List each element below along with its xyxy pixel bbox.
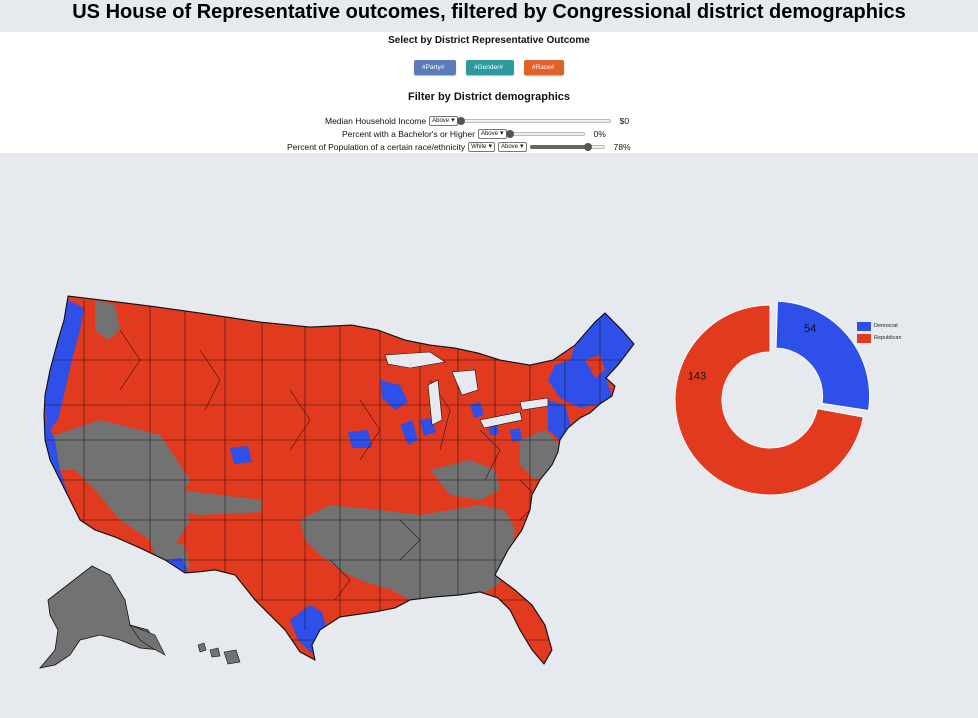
conus-border-line — [43, 295, 635, 665]
dem-wisconsin — [400, 420, 418, 445]
legend-label-democrat: Democrat — [874, 323, 898, 329]
controls-panel: Select by District Representative Outcom… — [0, 32, 978, 153]
contiguous-us — [44, 296, 634, 664]
education-label: Percent with a Bachelor's or Higher — [342, 129, 475, 139]
alaska-panhandle — [129, 624, 166, 656]
income-value: $0 — [619, 116, 630, 126]
race-label: Percent of Population of a certain race/… — [287, 142, 466, 152]
legend-item-democrat: Democrat — [857, 320, 902, 332]
race-value: 78% — [613, 142, 631, 152]
slider-thumb[interactable] — [456, 117, 465, 125]
education-comparator-value: Above — [480, 131, 498, 137]
outcome-button-row: #Party# #Gender# #Race# — [0, 60, 978, 75]
income-label: Median Household Income — [325, 116, 427, 126]
donut-label-republican: 143 — [688, 371, 706, 383]
income-comparator-value: Above — [432, 118, 450, 124]
income-slider[interactable] — [456, 117, 611, 125]
race-slider[interactable] — [529, 143, 605, 151]
dem-denver — [230, 446, 252, 464]
education-slider[interactable] — [505, 130, 585, 138]
gender-button[interactable]: #Gender# — [466, 60, 514, 75]
legend-swatch-democrat — [857, 321, 871, 331]
education-value: 0% — [593, 129, 606, 139]
filtered-southwest — [140, 485, 262, 515]
page-title: US House of Representative outcomes, fil… — [72, 1, 906, 23]
legend-item-republican: Republican — [857, 332, 902, 344]
slider-fill — [529, 145, 589, 149]
hawaii — [197, 642, 241, 665]
race-filter-row: Percent of Population of a certain race/… — [287, 142, 631, 152]
race-comparator-select[interactable]: Above ▾ — [498, 142, 527, 152]
dem-coastal-california — [44, 415, 80, 525]
education-filter-row: Percent with a Bachelor's or Higher Abov… — [342, 129, 606, 139]
great-lakes — [384, 351, 549, 429]
filtered-nevada — [88, 445, 155, 500]
race-option-value: White — [471, 144, 487, 150]
race-comparator-value: Above — [501, 144, 519, 150]
slider-track — [460, 119, 611, 123]
filtered-northwest — [95, 300, 120, 340]
chevron-down-icon: ▾ — [499, 130, 504, 137]
party-button[interactable]: #Party# — [414, 60, 456, 75]
education-comparator-select[interactable]: Above ▾ — [477, 129, 507, 139]
us-district-map[interactable] — [0, 153, 660, 713]
district-borders — [44, 300, 634, 641]
chevron-down-icon: ▾ — [451, 117, 455, 124]
dem-detroit — [470, 402, 484, 418]
race-button[interactable]: #Race# — [524, 60, 564, 75]
donut-legend: Democrat Republican — [857, 320, 902, 344]
donut-label-democrat: 54 — [804, 323, 816, 335]
slider-thumb[interactable] — [505, 130, 514, 138]
alaska — [38, 565, 161, 669]
chevron-down-icon: ▾ — [488, 143, 492, 150]
income-filter-row: Median Household Income Above ▾ $0 — [325, 116, 629, 126]
filtered-west — [44, 420, 190, 545]
filter-section-title: Filter by District demographics — [408, 91, 570, 103]
dem-pacific-coast — [44, 300, 84, 430]
party-donut-chart: 54 143 — [674, 300, 871, 496]
chevron-down-icon: ▾ — [520, 143, 524, 150]
donut-slice-democrat[interactable] — [775, 300, 871, 412]
slider-track — [509, 132, 585, 136]
race-option-select[interactable]: White ▾ — [468, 142, 495, 152]
dem-iowa — [348, 430, 372, 448]
donut-slice-republican[interactable] — [674, 304, 865, 496]
select-section-title: Select by District Representative Outcom… — [388, 35, 590, 46]
legend-label-republican: Republican — [874, 335, 902, 341]
legend-swatch-republican — [857, 333, 871, 343]
dem-pennsylvania — [510, 428, 522, 442]
slider-thumb[interactable] — [584, 143, 593, 151]
dem-minneapolis — [380, 380, 408, 410]
income-comparator-select[interactable]: Above ▾ — [429, 116, 458, 126]
